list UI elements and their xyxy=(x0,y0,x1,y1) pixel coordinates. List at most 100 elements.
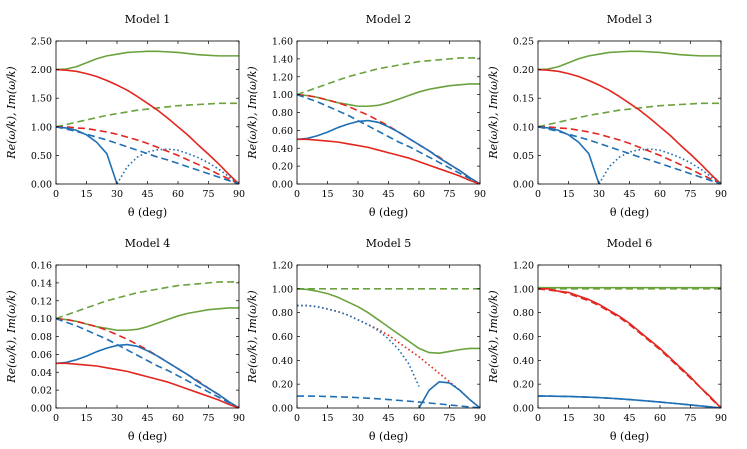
y-tick-label: 0.60 xyxy=(272,332,293,343)
y-tick-label: 0.60 xyxy=(513,332,534,343)
y-axis-label: Re(ω/k), Im(ω/k) xyxy=(487,290,500,383)
y-tick-label: 0.15 xyxy=(513,94,534,105)
y-tick-label: 0.20 xyxy=(513,380,534,391)
y-axis-label: Re(ω/k), Im(ω/k) xyxy=(5,290,18,383)
y-tick-label: 0.10 xyxy=(513,122,534,133)
y-tick-label: 0.05 xyxy=(513,151,534,162)
chart-title: Model 1 xyxy=(125,13,170,26)
x-tick-label: 45 xyxy=(382,413,394,424)
y-tick-label: 0.80 xyxy=(272,108,293,119)
series-line-6 xyxy=(598,148,721,184)
y-tick-label: 0.80 xyxy=(272,308,293,319)
y-tick-label: 1.00 xyxy=(513,284,534,295)
series-line-5 xyxy=(538,126,600,184)
x-tick-label: 90 xyxy=(233,413,245,424)
series-line-1 xyxy=(56,281,239,320)
chart-panel-4: Model 4 0 15 30 45 60 75 90 0.00 0.02 0.04 0.06 0.08… xyxy=(5,237,245,443)
y-tick-label: 0.02 xyxy=(31,386,52,397)
x-tick-label: 60 xyxy=(172,189,184,200)
y-axis-label: Re(ω/k), Im(ω/k) xyxy=(246,66,259,159)
series-line-5 xyxy=(418,380,480,408)
x-tick-label: 75 xyxy=(443,189,455,200)
y-tick-label: 0.14 xyxy=(31,278,52,289)
y-axis-label: Re(ω/k), Im(ω/k) xyxy=(5,66,18,159)
y-tick-label: 0.06 xyxy=(31,350,52,361)
series-line-6 xyxy=(116,148,239,184)
plot-frame xyxy=(296,264,481,409)
y-tick-label: 0.40 xyxy=(513,356,534,367)
series-line-6 xyxy=(538,395,721,408)
x-axis-label: θ (deg) xyxy=(369,206,408,219)
series-line-1 xyxy=(538,50,721,71)
series-line-2 xyxy=(56,307,239,332)
y-tick-label: 1.00 xyxy=(272,90,293,101)
y-tick-label: 1.40 xyxy=(272,54,293,65)
plot-frame xyxy=(296,40,481,185)
series-line-7 xyxy=(538,126,721,184)
x-tick-label: 75 xyxy=(684,189,696,200)
y-tick-label: 2.50 xyxy=(31,37,52,48)
series-line-3 xyxy=(56,68,239,184)
series-line-3 xyxy=(297,93,480,184)
x-tick-label: 90 xyxy=(715,413,727,424)
y-tick-label: 1.00 xyxy=(272,284,293,295)
y-tick-label: 0.00 xyxy=(272,180,293,191)
series-line-2 xyxy=(538,102,721,128)
y-tick-label: 0.10 xyxy=(31,314,52,325)
y-tick-label: 1.60 xyxy=(272,37,293,48)
x-tick-label: 60 xyxy=(654,413,666,424)
series-line-5 xyxy=(56,343,239,408)
x-tick-label: 0 xyxy=(294,189,300,200)
x-tick-label: 15 xyxy=(80,413,92,424)
y-axis-label: Re(ω/k), Im(ω/k) xyxy=(246,290,259,383)
x-tick-label: 30 xyxy=(593,189,605,200)
series-line-3 xyxy=(297,304,480,408)
series-line-6 xyxy=(297,138,480,184)
x-tick-label: 30 xyxy=(593,413,605,424)
series-line-1 xyxy=(56,50,239,71)
chart-panel-5: Model 5 0 15 30 45 60 75 90 0.00 0.20 0.40 0.60 0.80… xyxy=(246,237,486,443)
plot-frame xyxy=(55,264,240,409)
series-line-5 xyxy=(297,119,480,184)
y-tick-label: 0.08 xyxy=(31,332,52,343)
plot-frame xyxy=(55,40,240,185)
x-tick-label: 15 xyxy=(562,189,574,200)
y-tick-label: 0.00 xyxy=(513,180,534,191)
y-tick-label: 0.00 xyxy=(272,404,293,415)
x-tick-label: 45 xyxy=(382,189,394,200)
chart-panel-2: Model 2 0 15 30 45 60 75 90 0.00 0.20 0.40 0.60 0.80… xyxy=(246,13,486,219)
chart-panel-3: Model 3 0 15 30 45 60 75 90 0.00 0.05 0.10 0.15 0.20… xyxy=(487,13,727,219)
x-tick-label: 75 xyxy=(443,413,455,424)
y-tick-label: 0.80 xyxy=(513,308,534,319)
y-tick-label: 0.40 xyxy=(272,356,293,367)
x-tick-label: 30 xyxy=(111,413,123,424)
chart-title: Model 6 xyxy=(607,237,652,250)
x-tick-label: 75 xyxy=(684,413,696,424)
x-tick-label: 45 xyxy=(141,189,153,200)
series-line-4 xyxy=(56,126,239,184)
x-tick-label: 60 xyxy=(172,413,184,424)
x-tick-label: 45 xyxy=(623,413,635,424)
y-tick-label: 0.12 xyxy=(31,296,52,307)
x-tick-label: 75 xyxy=(202,413,214,424)
x-tick-label: 0 xyxy=(53,189,59,200)
y-tick-label: 0.50 xyxy=(31,151,52,162)
y-tick-label: 1.20 xyxy=(272,261,293,272)
x-axis-label: θ (deg) xyxy=(369,430,408,443)
series-line-2 xyxy=(297,288,480,354)
x-tick-label: 60 xyxy=(413,413,425,424)
plot-frame xyxy=(537,40,722,185)
series-line-6 xyxy=(297,395,480,408)
series-line-7 xyxy=(56,126,239,184)
y-tick-label: 0.00 xyxy=(513,404,534,415)
x-tick-label: 0 xyxy=(535,189,541,200)
series-line-4 xyxy=(56,317,239,408)
x-tick-label: 90 xyxy=(474,189,486,200)
x-tick-label: 0 xyxy=(535,413,541,424)
chart-title: Model 4 xyxy=(125,237,170,250)
y-tick-label: 0.16 xyxy=(31,261,52,272)
series-line-4 xyxy=(538,126,721,184)
series-line-6 xyxy=(56,362,239,408)
x-axis-label: θ (deg) xyxy=(610,430,649,443)
y-tick-label: 0.40 xyxy=(272,144,293,155)
